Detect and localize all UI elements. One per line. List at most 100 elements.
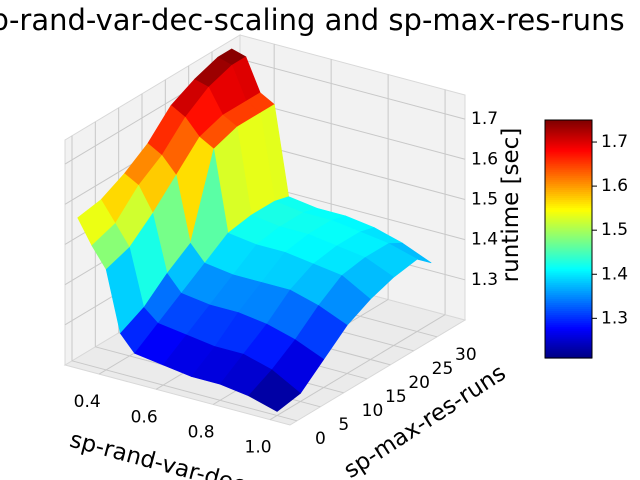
colorbar-band: [545, 153, 592, 157]
x-tick-label: 1.0: [245, 438, 272, 458]
colorbar-band: [545, 312, 592, 315]
colorbar: 1.3 1.4 1.5 1.6 1.7: [544, 119, 628, 359]
y-tick-label: 20: [408, 373, 430, 393]
grid-line: [239, 98, 466, 160]
colorbar-band: [545, 219, 592, 222]
colorbar-tick-label: 1.6: [601, 176, 628, 196]
colorbar-band: [545, 183, 592, 187]
colorbar-band: [545, 284, 592, 288]
colorbar-band: [545, 252, 592, 256]
colorbar-band: [545, 242, 592, 246]
colorbar-band: [545, 296, 592, 300]
z-axis-label: runtime [sec]: [498, 128, 524, 283]
colorbar-band: [545, 181, 592, 185]
colorbar-band: [545, 149, 592, 153]
colorbar-band: [545, 231, 592, 234]
colorbar-band: [545, 167, 592, 171]
colorbar-band: [545, 229, 592, 232]
colorbar-band: [545, 171, 592, 175]
grid-line: [71, 360, 298, 422]
colorbar-band: [545, 195, 592, 198]
colorbar-band: [545, 239, 592, 242]
grid-line: [269, 314, 446, 421]
colorbar-band: [545, 133, 592, 137]
colorbar-band: [545, 139, 592, 143]
colorbar-band: [545, 354, 592, 357]
colorbar-band: [545, 143, 592, 147]
colorbar-band: [545, 244, 592, 248]
colorbar-band: [545, 163, 592, 167]
colorbar-band: [545, 260, 592, 264]
colorbar-band: [545, 278, 592, 282]
colorbar-band: [545, 350, 592, 353]
colorbar-band: [545, 225, 592, 228]
colorbar-band: [545, 221, 592, 224]
colorbar-band: [545, 286, 592, 290]
z-tick-label: 1.4: [471, 230, 498, 250]
colorbar-band: [545, 193, 592, 196]
colorbar-band: [545, 268, 592, 272]
surface: [77, 48, 432, 412]
colorbar-band: [545, 332, 592, 335]
y-tick-label: 5: [338, 415, 349, 435]
colorbar-band: [545, 282, 592, 286]
colorbar-band: [545, 322, 592, 325]
colorbar-band: [545, 135, 592, 139]
colorbar-band: [545, 334, 592, 337]
colorbar-band: [545, 201, 592, 204]
colorbar-band: [545, 235, 592, 238]
colorbar-band: [545, 177, 592, 181]
colorbar-band: [545, 189, 592, 192]
colorbar-band: [545, 123, 592, 127]
colorbar-band: [545, 310, 592, 313]
colorbar-band: [545, 318, 592, 321]
colorbar-band: [545, 298, 592, 302]
x-tick-label: 0.6: [131, 407, 158, 427]
colorbar-band: [545, 191, 592, 194]
colorbar-band: [545, 240, 592, 244]
colorbar-band: [545, 131, 592, 135]
colorbar-band: [545, 137, 592, 141]
chart-title: sp-rand-var-dec-scaling and sp-max-res-r…: [0, 3, 625, 37]
colorbar-band: [545, 151, 592, 155]
colorbar-band: [545, 344, 592, 347]
colorbar-band: [545, 356, 592, 359]
colorbar-band: [545, 254, 592, 258]
colorbar-band: [545, 120, 592, 123]
colorbar-band: [545, 304, 592, 308]
colorbar-tick-label: 1.3: [601, 308, 628, 328]
colorbar-band: [545, 276, 592, 280]
colorbar-band: [545, 147, 592, 151]
colorbar-band: [545, 288, 592, 292]
y-tick-label: 25: [432, 359, 454, 379]
colorbar-band: [545, 348, 592, 351]
colorbar-band: [545, 316, 592, 319]
colorbar-band: [545, 292, 592, 296]
colorbar-band: [545, 300, 592, 304]
z-tick-label: 1.6: [471, 149, 498, 169]
colorbar-band: [545, 308, 592, 311]
colorbar-band: [545, 211, 592, 214]
colorbar-band: [545, 302, 592, 306]
colorbar-band: [545, 246, 592, 250]
colorbar-band: [545, 340, 592, 343]
x-tick-label: 0.4: [74, 392, 101, 412]
colorbar-band: [545, 121, 592, 125]
colorbar-frame: [544, 119, 593, 359]
colorbar-band: [545, 294, 592, 298]
y-tick-label: 10: [362, 401, 384, 421]
colorbar-band: [545, 197, 592, 200]
colorbar-band: [545, 157, 592, 161]
colorbar-band: [545, 127, 592, 131]
colorbar-band: [545, 342, 592, 345]
colorbar-band: [545, 207, 592, 210]
colorbar-band: [545, 185, 592, 189]
colorbar-band: [545, 217, 592, 220]
colorbar-band: [545, 125, 592, 129]
colorbar-tick-label: 1.5: [601, 220, 628, 240]
z-tick-label: 1.5: [471, 189, 498, 209]
colorbar-band: [545, 262, 592, 266]
colorbar-band: [545, 145, 592, 149]
colorbar-band: [545, 159, 592, 163]
